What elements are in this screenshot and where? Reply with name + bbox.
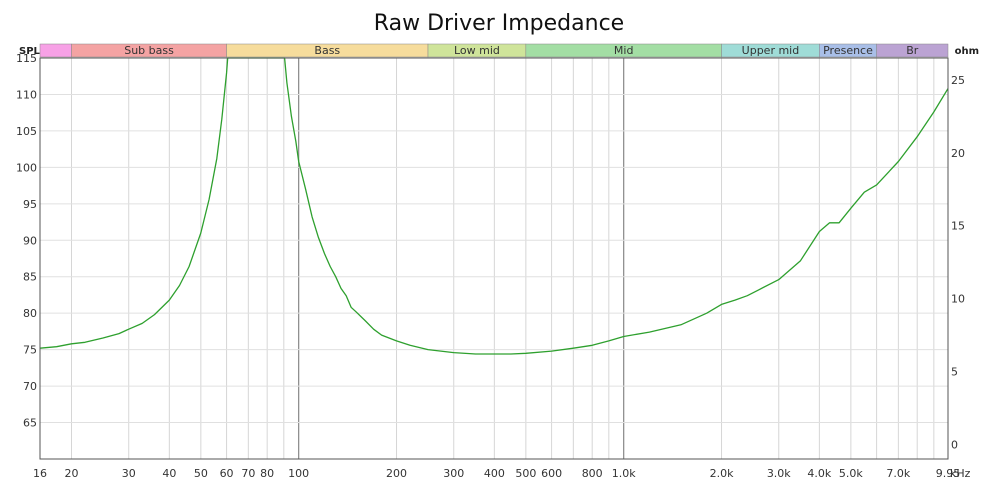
x-tick-label: 600 <box>541 467 562 480</box>
grid <box>40 57 948 459</box>
series-line-0 <box>39 57 949 355</box>
band-label: Mid <box>614 44 634 57</box>
x-tick-label: 80 <box>260 467 274 480</box>
x-tick-label: 400 <box>484 467 505 480</box>
x-tick-label: 1.0k <box>612 467 636 480</box>
y-left-tick-label: 75 <box>23 344 37 357</box>
chart-title: Raw Driver Impedance <box>374 11 624 36</box>
left-axis-ticks: 65 70 75 80 85 90 95 100 105 110 115 <box>16 52 37 430</box>
x-tick-label: 30 <box>122 467 136 480</box>
y-left-tick-label: 65 <box>23 417 37 430</box>
y-right-tick-label: 20 <box>951 147 965 160</box>
y-right-tick-label: 0 <box>951 438 958 451</box>
x-tick-label: 2.0k <box>710 467 734 480</box>
x-tick-label: 5.0k <box>839 467 863 480</box>
y-left-tick-label: 85 <box>23 271 37 284</box>
x-axis-ticks: 16 20 30 40 50 60 70 80 100 200 300 400 500 600 800 1.0… <box>33 467 960 480</box>
x-tick-label: 50 <box>194 467 208 480</box>
x-tick-label: 100 <box>288 467 309 480</box>
x-tick-label: 7.0k <box>886 467 910 480</box>
x-tick-label: 70 <box>241 467 255 480</box>
series-group <box>39 57 949 355</box>
y-left-tick-label: 105 <box>16 125 37 138</box>
band-label: Sub bass <box>124 44 174 57</box>
x-tick-label: 9.95 <box>936 467 961 480</box>
y-left-tick-label: 110 <box>16 88 37 101</box>
x-tick-label: 800 <box>582 467 603 480</box>
y-right-tick-label: 5 <box>951 366 958 379</box>
plot-frame <box>39 57 949 460</box>
band-label: Presence <box>823 44 873 57</box>
band-label: Low mid <box>454 44 500 57</box>
band-7 <box>876 43 949 58</box>
x-tick-label: 300 <box>443 467 464 480</box>
x-tick-label: 20 <box>64 467 78 480</box>
right-axis-unit: ohm <box>955 46 979 57</box>
y-left-tick-label: 90 <box>23 234 37 247</box>
band-label: Br <box>906 44 919 57</box>
frequency-bands: Sub bass Bass Low mid Mid Upper mid Presence B… <box>39 43 949 58</box>
x-axis-unit: kHz <box>950 467 971 480</box>
x-tick-label: 500 <box>515 467 536 480</box>
x-tick-label: 60 <box>220 467 234 480</box>
y-left-tick-label: 70 <box>23 380 37 393</box>
x-tick-label: 16 <box>33 467 47 480</box>
y-right-tick-label: 10 <box>951 293 965 306</box>
x-tick-label: 4.0k <box>807 467 831 480</box>
y-right-tick-label: 15 <box>951 220 965 233</box>
y-left-tick-label: 80 <box>23 307 37 320</box>
x-tick-label: 40 <box>162 467 176 480</box>
band-label: Upper mid <box>742 44 800 57</box>
x-tick-label: 200 <box>386 467 407 480</box>
y-left-tick-label: 95 <box>23 198 37 211</box>
x-tick-label: 3.0k <box>767 467 791 480</box>
y-left-tick-label: 115 <box>16 52 37 65</box>
left-axis-unit: SPL <box>19 46 41 57</box>
right-axis-ticks: 0 5 10 15 20 25 <box>951 74 965 452</box>
y-left-tick-label: 100 <box>16 161 37 174</box>
band-label: Bass <box>314 44 340 57</box>
band-0 <box>39 43 72 58</box>
y-right-tick-label: 25 <box>951 74 965 87</box>
